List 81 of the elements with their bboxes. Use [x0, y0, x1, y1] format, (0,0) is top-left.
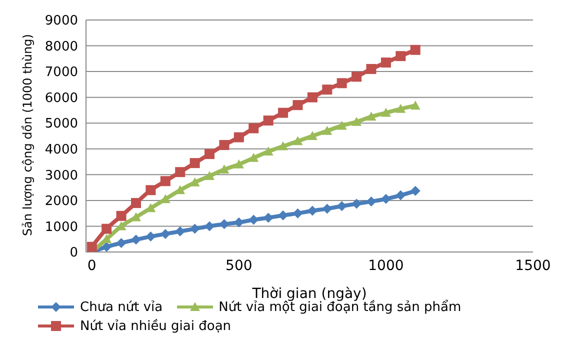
point — [292, 136, 303, 146]
y-tick-label: 2000 — [44, 194, 78, 210]
point — [410, 186, 420, 196]
point — [175, 185, 186, 194]
y-tick-label: 1000 — [44, 220, 78, 235]
point — [307, 131, 318, 140]
y-tick-label: 3000 — [44, 168, 78, 184]
point — [146, 232, 156, 242]
point — [278, 108, 288, 118]
point — [263, 146, 274, 156]
y-tick-label: 8000 — [44, 39, 78, 54]
point — [219, 140, 230, 150]
point — [322, 204, 332, 214]
point — [234, 132, 244, 142]
point — [175, 167, 186, 178]
point — [146, 185, 156, 196]
y-tick-label: 5000 — [44, 116, 78, 132]
point — [352, 72, 362, 82]
x-tick-label: 500 — [226, 258, 252, 274]
point — [292, 208, 303, 218]
point — [336, 201, 347, 212]
point — [130, 198, 141, 208]
point — [234, 159, 244, 168]
point — [86, 242, 97, 252]
point — [190, 158, 200, 168]
point — [160, 228, 170, 239]
y-tick-label: 0 — [70, 246, 78, 261]
point — [190, 224, 200, 234]
x-tick-label: 0 — [87, 258, 96, 274]
point — [116, 238, 126, 248]
point — [278, 141, 288, 150]
point — [160, 176, 170, 186]
x-axis-title: Thời gian (ngày) — [251, 286, 367, 302]
point — [366, 64, 376, 74]
point — [322, 84, 332, 95]
y-tick-label: 4000 — [44, 142, 78, 158]
legend-label: Nứt vỉa nhiều giai đoạn — [79, 319, 232, 334]
y-tick-label: 6000 — [44, 90, 78, 106]
legend-label: Chưa nứt vỉa — [79, 300, 163, 315]
point — [204, 149, 215, 160]
point — [248, 123, 259, 134]
point — [322, 126, 332, 135]
point — [204, 170, 215, 180]
point — [380, 58, 391, 68]
point — [248, 214, 259, 225]
point — [336, 120, 347, 130]
point — [130, 234, 141, 245]
point — [307, 92, 318, 102]
point — [380, 194, 391, 204]
point — [352, 116, 362, 126]
point — [410, 44, 420, 55]
point — [219, 164, 230, 174]
point — [263, 212, 274, 223]
point — [307, 206, 318, 216]
x-tick-label: 1500 — [515, 258, 551, 274]
point — [263, 116, 274, 126]
point — [219, 219, 230, 230]
point — [352, 198, 362, 209]
point — [278, 210, 288, 220]
point — [175, 226, 186, 236]
y-tick-label: 7000 — [44, 65, 78, 80]
point — [116, 210, 126, 221]
legend-label: Nứt vỉa một giai đoạn tầng sản phẩm — [218, 300, 462, 315]
point — [380, 108, 391, 117]
point — [396, 190, 406, 200]
point — [366, 112, 376, 121]
point — [410, 100, 420, 110]
x-tick-label: 1000 — [368, 258, 404, 274]
y-axis-title: Sản lượng cộng dồn (1000 thùng) — [20, 34, 34, 236]
point — [234, 217, 244, 228]
point — [366, 196, 376, 206]
point — [204, 221, 215, 232]
y-tick-label: 9000 — [44, 14, 78, 29]
point — [190, 177, 200, 186]
point — [336, 78, 347, 88]
point — [102, 242, 112, 252]
point — [292, 100, 303, 110]
point — [102, 224, 112, 234]
point — [248, 152, 259, 162]
point — [396, 51, 406, 62]
point — [396, 104, 406, 113]
